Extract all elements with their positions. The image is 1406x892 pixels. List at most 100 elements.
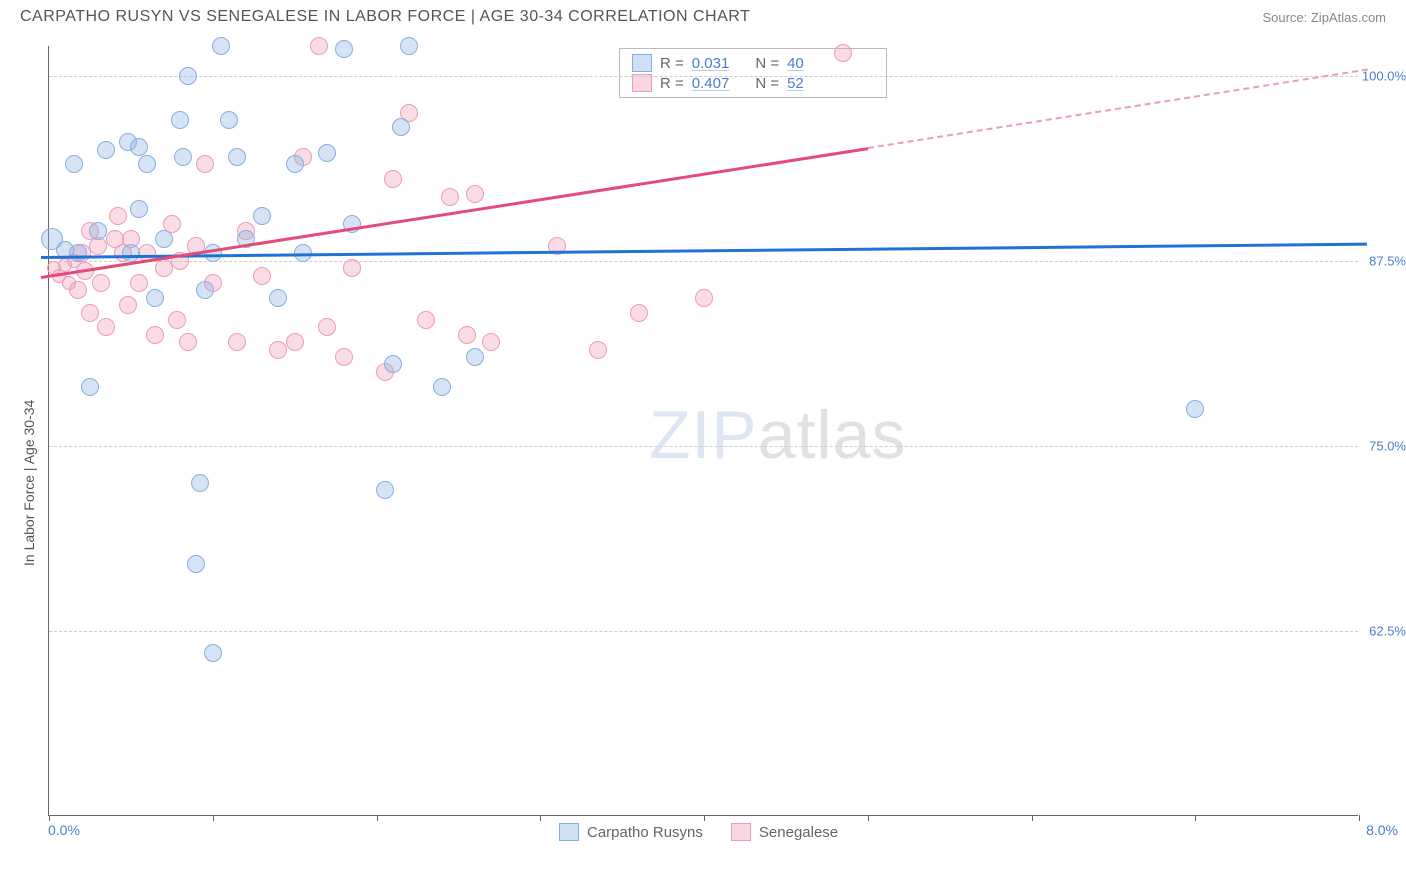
data-point <box>335 348 353 366</box>
n-label: N = <box>755 75 779 92</box>
data-point <box>97 318 115 336</box>
x-tick <box>49 815 50 821</box>
data-point <box>253 267 271 285</box>
data-point <box>146 326 164 344</box>
data-point <box>318 318 336 336</box>
data-point <box>179 333 197 351</box>
n-label: N = <box>755 55 779 72</box>
data-point <box>92 274 110 292</box>
r-value[interactable]: 0.407 <box>692 75 730 92</box>
swatch-icon <box>632 54 652 72</box>
data-point <box>318 144 336 162</box>
gridline-h <box>49 76 1358 77</box>
data-point <box>212 37 230 55</box>
data-point <box>155 230 173 248</box>
legend-label: Senegalese <box>759 824 838 841</box>
x-tick <box>704 815 705 821</box>
data-point <box>179 67 197 85</box>
x-tick <box>540 815 541 821</box>
data-point <box>589 341 607 359</box>
data-point <box>69 244 87 262</box>
x-tick <box>1195 815 1196 821</box>
x-axis-min-label: 0.0% <box>48 822 80 838</box>
data-point <box>400 37 418 55</box>
r-value[interactable]: 0.031 <box>692 55 730 72</box>
swatch-icon <box>632 74 652 92</box>
legend-item: Senegalese <box>731 823 838 841</box>
data-point <box>384 355 402 373</box>
data-point <box>130 138 148 156</box>
data-point <box>97 141 115 159</box>
data-point <box>155 259 173 277</box>
data-point <box>109 207 127 225</box>
data-point <box>417 311 435 329</box>
data-point <box>695 289 713 307</box>
data-point <box>191 474 209 492</box>
data-point <box>168 311 186 329</box>
data-point <box>220 111 238 129</box>
data-point <box>171 111 189 129</box>
data-point <box>81 304 99 322</box>
y-tick-label: 75.0% <box>1358 438 1406 453</box>
data-point <box>253 207 271 225</box>
data-point <box>81 378 99 396</box>
n-value[interactable]: 40 <box>787 55 804 72</box>
x-tick <box>213 815 214 821</box>
gridline-h <box>49 631 1358 632</box>
data-point <box>433 378 451 396</box>
data-point <box>269 341 287 359</box>
data-point <box>392 118 410 136</box>
data-point <box>286 333 304 351</box>
data-point <box>458 326 476 344</box>
x-tick <box>1359 815 1360 821</box>
watermark: ZIPatlas <box>649 396 906 474</box>
y-tick-label: 87.5% <box>1358 253 1406 268</box>
data-point <box>228 333 246 351</box>
data-point <box>286 155 304 173</box>
data-point <box>196 281 214 299</box>
legend: Carpatho Rusyns Senegalese <box>559 823 838 841</box>
data-point <box>187 555 205 573</box>
data-point <box>384 170 402 188</box>
swatch-icon <box>559 823 579 841</box>
data-point <box>130 274 148 292</box>
r-label: R = <box>660 75 684 92</box>
y-axis-label: In Labor Force | Age 30-34 <box>21 400 37 566</box>
x-tick <box>1032 815 1033 821</box>
data-point <box>119 296 137 314</box>
legend-item: Carpatho Rusyns <box>559 823 703 841</box>
data-point <box>69 281 87 299</box>
data-point <box>89 222 107 240</box>
data-point <box>834 44 852 62</box>
data-point <box>376 481 394 499</box>
r-label: R = <box>660 55 684 72</box>
data-point <box>174 148 192 166</box>
data-point <box>482 333 500 351</box>
data-point <box>335 40 353 58</box>
data-point <box>1186 400 1204 418</box>
data-point <box>204 644 222 662</box>
data-point <box>466 185 484 203</box>
x-tick <box>377 815 378 821</box>
data-point <box>130 200 148 218</box>
data-point <box>228 148 246 166</box>
data-point <box>146 289 164 307</box>
gridline-h <box>49 446 1358 447</box>
swatch-icon <box>731 823 751 841</box>
data-point <box>196 155 214 173</box>
data-point <box>310 37 328 55</box>
data-point <box>343 259 361 277</box>
data-point <box>630 304 648 322</box>
data-point <box>65 155 83 173</box>
data-point <box>441 188 459 206</box>
trend-line <box>41 147 868 278</box>
data-point <box>466 348 484 366</box>
trend-line-dash <box>868 68 1368 148</box>
gridline-h <box>49 261 1358 262</box>
y-tick-label: 62.5% <box>1358 623 1406 638</box>
x-axis-max-label: 8.0% <box>1366 822 1398 838</box>
source-label: Source: ZipAtlas.com <box>1262 10 1386 25</box>
n-value[interactable]: 52 <box>787 75 804 92</box>
scatter-plot: In Labor Force | Age 30-34 ZIPatlas R =0… <box>48 46 1358 816</box>
x-tick <box>868 815 869 821</box>
